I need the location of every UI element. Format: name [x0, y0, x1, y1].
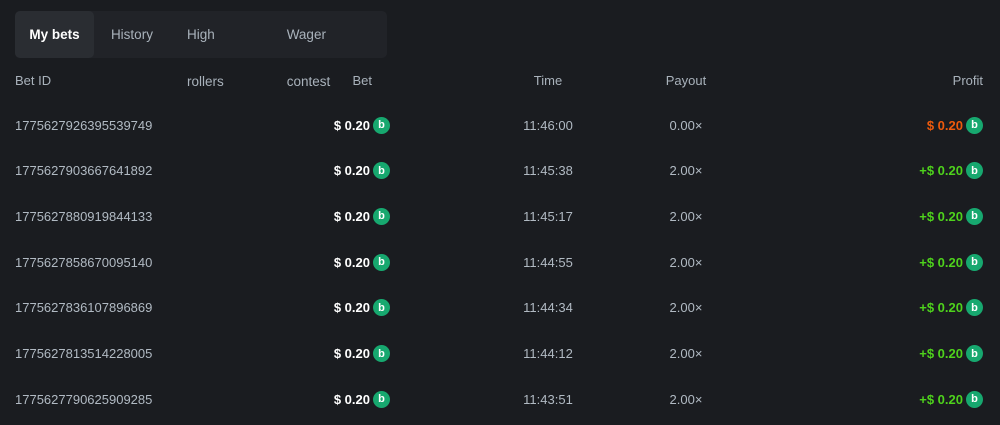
bc-coin-icon: b	[966, 207, 983, 225]
profit-value: +$ 0.20	[919, 254, 963, 270]
bet-time: 11:44:55	[523, 254, 573, 270]
bet-time: 11:44:34	[523, 300, 573, 316]
bet-payout: 2.00×	[669, 346, 703, 361]
bet-payout: 2.00×	[669, 300, 703, 316]
bc-coin-icon: b	[966, 299, 983, 317]
profit-value: +$ 0.20	[919, 208, 963, 224]
profit-value: +$ 0.20	[919, 300, 963, 316]
header-payout: Payout	[665, 72, 707, 88]
bet-profit: +$ 0.20 b	[919, 344, 983, 364]
bet-id[interactable]: 1775627836107896869	[15, 300, 153, 316]
bc-coin-icon: b	[373, 253, 390, 271]
profit-value: $ 0.20	[926, 117, 963, 133]
bet-time: 11:43:51	[523, 391, 573, 407]
bet-id[interactable]: 1775627813514228005	[15, 346, 153, 361]
bet-amount: $ 0.20 b	[334, 389, 390, 409]
bet-value: $ 0.20	[333, 208, 370, 224]
bet-amount: $ 0.20 b	[334, 115, 390, 135]
bet-profit: $ 0.20 b	[927, 115, 983, 135]
profit-value: +$ 0.20	[919, 391, 963, 407]
bet-profit: +$ 0.20 b	[919, 161, 983, 181]
bet-time: 11:45:38	[523, 163, 573, 179]
bc-coin-icon: b	[966, 390, 983, 408]
table-row[interactable]: 1775627813514228005 $ 0.20 b 11:44:12 2.0…	[0, 344, 1000, 364]
bc-coin-icon: b	[373, 345, 390, 362]
table-row[interactable]: 1775627836107896869 $ 0.20 b 11:44:34 2.0…	[0, 298, 1000, 318]
bet-value: $ 0.20	[333, 117, 370, 133]
table-row[interactable]: 1775627858670095140 $ 0.20 b 11:44:55 2.0…	[0, 252, 1000, 272]
bc-coin-icon: b	[373, 299, 390, 317]
bet-amount: $ 0.20 b	[334, 161, 390, 181]
table-header: Bet ID Bet Time Payout Profit	[0, 70, 1000, 90]
bet-payout: 0.00×	[669, 117, 703, 133]
bet-profit: +$ 0.20 b	[919, 389, 983, 409]
bc-coin-icon: b	[966, 253, 983, 271]
bc-coin-icon: b	[966, 345, 983, 362]
bet-id[interactable]: 1775627790625909285	[15, 391, 153, 407]
table-row[interactable]: 1775627790625909285 $ 0.20 b 11:43:51 2.0…	[0, 389, 1000, 409]
bet-profit: +$ 0.20 b	[919, 252, 983, 272]
bets-tabs: My bets History High rollers Wager conte…	[15, 11, 387, 89]
bet-value: $ 0.20	[333, 254, 370, 270]
header-profit: Profit	[952, 72, 983, 88]
bet-value: $ 0.20	[333, 391, 370, 407]
table-row[interactable]: 1775627903667641892 $ 0.20 b 11:45:38 2.0…	[0, 161, 1000, 181]
bc-coin-icon: b	[373, 116, 390, 134]
bet-amount: $ 0.20 b	[334, 344, 390, 364]
tab-history[interactable]: History	[110, 27, 153, 42]
bet-amount: $ 0.20 b	[334, 298, 390, 318]
bet-profit: +$ 0.20 b	[919, 206, 983, 226]
bet-payout: 2.00×	[669, 163, 703, 179]
bet-value: $ 0.20	[333, 300, 370, 316]
header-bet-id: Bet ID	[15, 72, 52, 88]
bet-payout: 2.00×	[669, 208, 703, 224]
bet-id[interactable]: 1775627880919844133	[15, 208, 153, 224]
table-row[interactable]: 1775627880919844133 $ 0.20 b 11:45:17 2.0…	[0, 206, 1000, 226]
tab-my-bets[interactable]: My bets	[15, 11, 94, 58]
bet-id[interactable]: 1775627926395539749	[15, 117, 153, 133]
bc-coin-icon: b	[373, 162, 390, 180]
bet-time: 11:46:00	[523, 117, 573, 133]
profit-value: +$ 0.20	[919, 346, 963, 361]
bc-coin-icon: b	[373, 390, 390, 408]
bet-value: $ 0.20	[333, 346, 370, 361]
bet-payout: 2.00×	[669, 391, 703, 407]
tab-high-rollers[interactable]: High rollers	[186, 27, 224, 89]
profit-value: +$ 0.20	[919, 163, 963, 179]
bet-value: $ 0.20	[333, 163, 370, 179]
bet-time: 11:45:17	[523, 208, 573, 224]
bet-payout: 2.00×	[669, 254, 703, 270]
bet-id[interactable]: 1775627903667641892	[15, 163, 153, 179]
bet-id[interactable]: 1775627858670095140	[15, 254, 153, 270]
bet-amount: $ 0.20 b	[334, 206, 390, 226]
bc-coin-icon: b	[373, 207, 390, 225]
bc-coin-icon: b	[966, 116, 983, 134]
header-time: Time	[533, 72, 563, 88]
bet-amount: $ 0.20 b	[334, 252, 390, 272]
table-row[interactable]: 1775627926395539749 $ 0.20 b 11:46:00 0.0…	[0, 115, 1000, 135]
bet-time: 11:44:12	[523, 346, 573, 361]
tab-wager-contest[interactable]: Wager contest	[286, 27, 331, 89]
bc-coin-icon: b	[966, 162, 983, 180]
header-bet: Bet	[352, 72, 372, 88]
bet-profit: +$ 0.20 b	[919, 298, 983, 318]
